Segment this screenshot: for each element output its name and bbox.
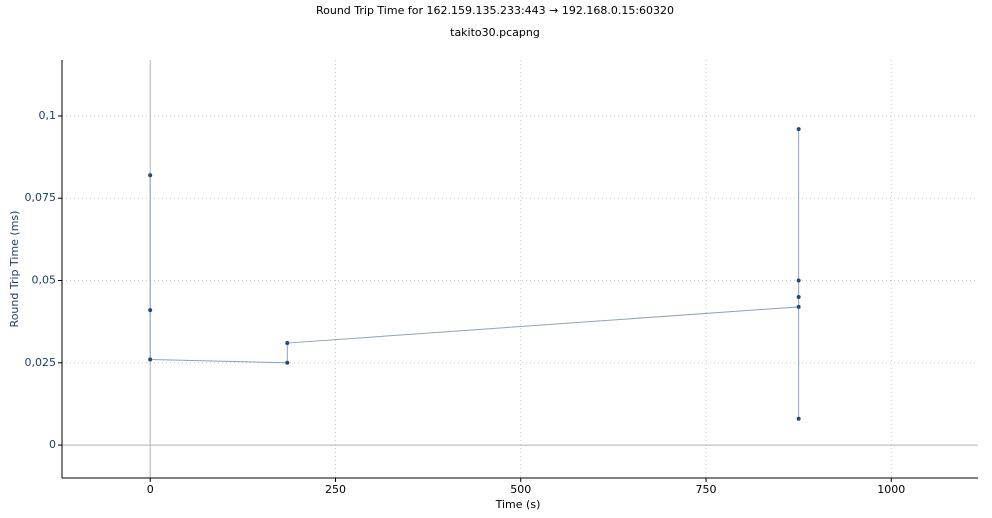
series-line (149, 129, 800, 419)
x-axis-label: Time (s) (495, 498, 541, 511)
x-tick-label: 250 (325, 483, 346, 496)
data-point (148, 357, 153, 362)
data-point (796, 127, 801, 132)
x-tick-label: 1000 (877, 483, 905, 496)
y-tick-label: 0,025 (25, 356, 57, 369)
x-tick-label: 750 (696, 483, 717, 496)
y-tick-label: 0,05 (32, 274, 57, 287)
x-tick-label: 500 (510, 483, 531, 496)
data-point (796, 294, 801, 299)
chart-subtitle: takito30.pcapng (450, 26, 540, 39)
y-tick-label: 0 (49, 438, 56, 451)
y-axis-label: Round Trip Time (ms) (8, 211, 21, 328)
data-point (796, 278, 801, 283)
data-point (148, 173, 153, 178)
data-point (285, 341, 290, 346)
x-tick-label: 0 (147, 483, 154, 496)
data-point (796, 304, 801, 309)
y-tick-label: 0,075 (25, 191, 57, 204)
y-tick-label: 0,1 (39, 109, 57, 122)
chart-title: Round Trip Time for 162.159.135.233:443 … (316, 4, 674, 17)
data-point (148, 308, 153, 313)
data-point (796, 416, 801, 421)
data-point (285, 360, 290, 365)
